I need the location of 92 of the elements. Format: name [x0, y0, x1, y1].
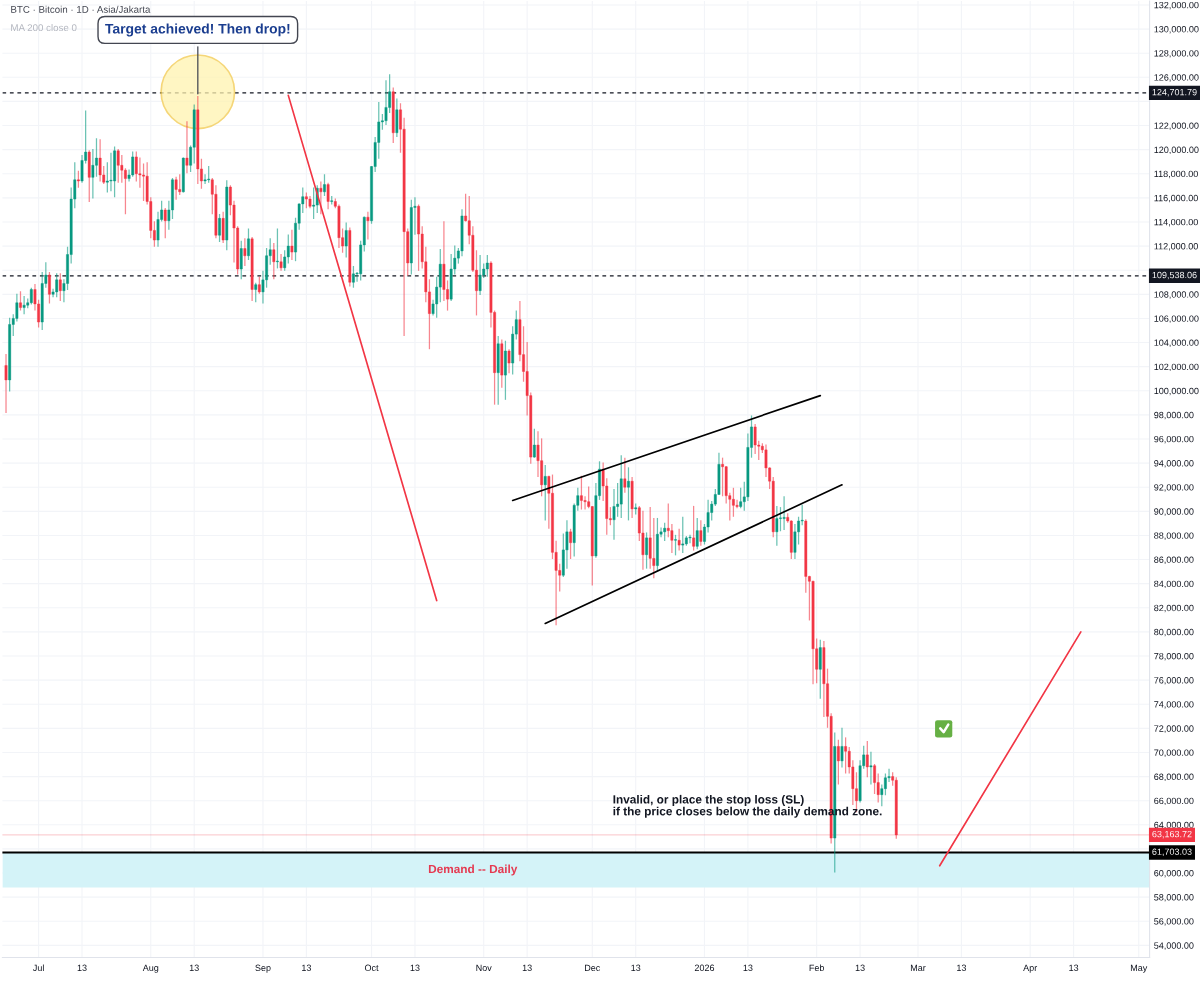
y-tick-label: 130,000.00 — [1154, 26, 1199, 34]
x-tick-label: Jul — [32, 964, 44, 972]
ref-line-label: 109,538.06 — [1152, 271, 1197, 280]
candlestick — [218, 214, 221, 242]
x-tick-label: 13 — [957, 964, 967, 972]
x-tick-label: Sep — [255, 964, 271, 973]
y-tick-label: 102,000.00 — [1154, 363, 1199, 372]
candlestick — [884, 773, 887, 796]
y-tick-label: 112,000.00 — [1154, 243, 1198, 251]
x-tick-label: Aug — [142, 964, 159, 973]
y-tick-label: 114,000.00 — [1154, 218, 1198, 227]
candlestick — [873, 763, 876, 795]
x-tick-label: Mar — [910, 964, 926, 972]
candlestick — [276, 228, 279, 269]
y-tick-label: 96,000.00 — [1154, 435, 1194, 444]
y-tick-label: 60,000.00 — [1154, 870, 1194, 878]
x-tick-label: 13 — [189, 964, 199, 972]
x-tick-label: Feb — [809, 964, 825, 972]
y-tick-label: 86,000.00 — [1154, 556, 1194, 564]
y-tick-label: 120,000.00 — [1154, 146, 1199, 155]
ref-line-label: 124,701.79 — [1152, 88, 1197, 97]
y-tick-label: 100,000.00 — [1154, 387, 1199, 396]
candlestick — [721, 457, 724, 497]
candlestick — [580, 475, 583, 510]
y-tick-label: 64,000.00 — [1154, 821, 1194, 830]
x-tick-label: Oct — [364, 964, 379, 972]
candlestick — [735, 499, 739, 509]
y-tick-label: 92,000.00 — [1154, 484, 1194, 492]
candlestick — [645, 532, 648, 569]
y-tick-label: 56,000.00 — [1154, 918, 1194, 926]
y-tick-label: 82,000.00 — [1154, 604, 1194, 613]
candlestick — [732, 487, 735, 517]
x-tick-label: 13 — [410, 964, 420, 972]
y-tick-label: 54,000.00 — [1154, 942, 1194, 950]
candlestick — [627, 467, 630, 521]
candlestick — [583, 496, 587, 510]
x-tick-label: 13 — [522, 964, 532, 972]
y-tick-label: 72,000.00 — [1154, 725, 1194, 733]
ref-line-label: 61,703.03 — [1152, 848, 1192, 856]
candlestick — [95, 138, 98, 177]
y-tick-label: 98,000.00 — [1154, 411, 1194, 420]
x-tick-label: 13 — [743, 964, 753, 972]
y-tick-label: 68,000.00 — [1154, 773, 1194, 782]
y-tick-label: 76,000.00 — [1154, 677, 1194, 685]
y-tick-label: 94,000.00 — [1154, 460, 1194, 468]
x-tick-label: 13 — [77, 964, 87, 972]
y-tick-label: 78,000.00 — [1154, 652, 1194, 661]
candlestick — [22, 296, 26, 315]
candlestick — [569, 528, 572, 559]
y-tick-label: 128,000.00 — [1154, 50, 1199, 58]
y-tick-label: 58,000.00 — [1154, 894, 1194, 902]
y-tick-label: 66,000.00 — [1154, 797, 1194, 806]
x-tick-label: 13 — [302, 964, 312, 972]
y-tick-label: 74,000.00 — [1154, 701, 1194, 709]
candlestick — [323, 174, 326, 197]
candlestick — [352, 265, 355, 288]
candlestick — [279, 253, 283, 271]
x-tick-label: 13 — [1069, 964, 1079, 972]
y-tick-label: 126,000.00 — [1154, 74, 1199, 82]
y-tick-label: 104,000.00 — [1154, 339, 1199, 347]
y-tick-label: 84,000.00 — [1154, 580, 1194, 589]
y-tick-label: 122,000.00 — [1154, 122, 1199, 130]
candlestick — [203, 174, 207, 185]
y-tick-label: 118,000.00 — [1154, 170, 1198, 179]
candlestick — [674, 534, 677, 556]
y-tick-label: 132,000.00 — [1154, 1, 1199, 10]
x-tick-label: Apr — [1023, 964, 1038, 973]
x-tick-label: 13 — [631, 964, 641, 972]
y-tick-label: 88,000.00 — [1154, 532, 1194, 540]
ref-line-label: 63,163.72 — [1152, 830, 1192, 839]
candlestick — [124, 168, 127, 215]
x-tick-label: Nov — [476, 964, 492, 972]
annotation: Target achieved! Then drop! — [105, 23, 290, 37]
x-tick-label: Dec — [585, 964, 601, 972]
chart-title: BTC · Bitcoin · 1D · Asia/Jakarta — [11, 5, 151, 13]
y-tick-label: 106,000.00 — [1154, 315, 1199, 323]
band-label: Demand -- Daily — [428, 864, 518, 876]
candlestick — [77, 170, 80, 188]
y-tick-label: 70,000.00 — [1154, 749, 1194, 757]
candlestick — [19, 291, 22, 311]
x-tick-label: May — [1130, 964, 1148, 973]
x-tick-label: 13 — [855, 964, 865, 972]
candlestick — [247, 228, 250, 260]
candlestick — [688, 534, 692, 544]
y-tick-label: 116,000.00 — [1154, 194, 1198, 203]
x-tick-label: 2026 — [694, 964, 715, 972]
y-tick-label: 90,000.00 — [1154, 508, 1194, 516]
y-tick-label: 80,000.00 — [1154, 628, 1194, 637]
text: MA 200 close 0 — [11, 23, 77, 32]
candlestick — [142, 163, 145, 201]
y-tick-label: 108,000.00 — [1154, 291, 1199, 299]
candlestick — [48, 271, 51, 304]
